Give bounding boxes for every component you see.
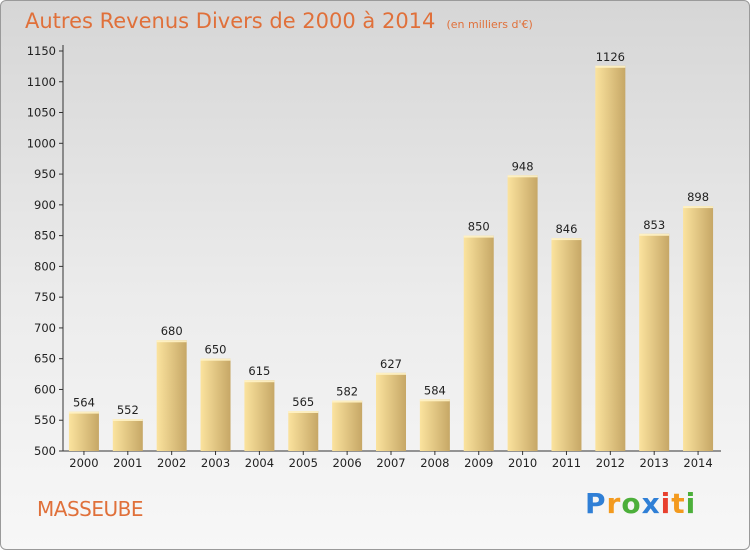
chart-subtitle: (en milliers d'€) bbox=[446, 18, 533, 31]
data-label: 846 bbox=[555, 222, 577, 236]
brand-letter: x bbox=[641, 487, 661, 520]
bar bbox=[112, 419, 143, 451]
brand-letter: i bbox=[660, 487, 672, 520]
location-label: MASSEUBE bbox=[37, 497, 143, 521]
x-tick-label: 2001 bbox=[113, 456, 142, 470]
bar-top-edge bbox=[595, 65, 626, 68]
x-tick-label: 2012 bbox=[596, 456, 625, 470]
brand-logo: Proxiti bbox=[585, 487, 696, 520]
bar bbox=[551, 238, 582, 451]
data-label: 627 bbox=[380, 357, 402, 371]
bar-top-edge bbox=[200, 358, 231, 361]
y-tick-label: 750 bbox=[34, 290, 56, 304]
data-label: 898 bbox=[687, 190, 709, 204]
bar-top-edge bbox=[332, 400, 363, 403]
x-tick-label: 2000 bbox=[69, 456, 98, 470]
y-tick-label: 800 bbox=[34, 259, 56, 273]
data-label: 564 bbox=[73, 396, 95, 410]
bar-top-edge bbox=[156, 340, 187, 343]
bar-top-edge bbox=[376, 372, 406, 375]
bar-top-edge bbox=[551, 238, 582, 241]
data-label: 565 bbox=[292, 395, 314, 409]
brand-letter: i bbox=[685, 487, 697, 520]
x-tick-label: 2008 bbox=[420, 456, 449, 470]
x-tick-label: 2003 bbox=[201, 456, 230, 470]
bar bbox=[683, 206, 714, 451]
data-label: 582 bbox=[336, 385, 358, 399]
data-label: 584 bbox=[424, 383, 446, 397]
y-tick-label: 650 bbox=[34, 352, 56, 366]
x-tick-label: 2006 bbox=[332, 456, 361, 470]
x-tick-label: 2014 bbox=[683, 456, 712, 470]
data-label: 1126 bbox=[596, 50, 625, 64]
bar-top-edge bbox=[288, 411, 319, 413]
bar bbox=[463, 235, 494, 451]
bar bbox=[419, 399, 450, 451]
y-tick-label: 1050 bbox=[27, 106, 56, 120]
bar-top-edge bbox=[419, 399, 450, 402]
y-tick-label: 1100 bbox=[27, 75, 56, 89]
data-label: 650 bbox=[205, 343, 227, 357]
bar-top-edge bbox=[639, 233, 670, 236]
bar-top-edge bbox=[507, 175, 538, 178]
bar-top-edge bbox=[112, 419, 143, 421]
data-label: 853 bbox=[643, 218, 665, 232]
data-label: 850 bbox=[468, 220, 490, 234]
data-label: 552 bbox=[117, 403, 139, 417]
y-tick-label: 600 bbox=[34, 382, 56, 396]
data-label: 948 bbox=[512, 159, 534, 173]
bar bbox=[507, 175, 538, 452]
x-tick-label: 2007 bbox=[376, 456, 405, 470]
bar bbox=[156, 340, 187, 451]
y-tick-label: 700 bbox=[34, 321, 56, 335]
x-tick-label: 2013 bbox=[640, 456, 669, 470]
x-tick-label: 2005 bbox=[289, 456, 318, 470]
chart-title: Autres Revenus Divers de 2000 à 2014 bbox=[25, 9, 436, 33]
bar-top-edge bbox=[68, 411, 99, 414]
bar bbox=[200, 358, 231, 451]
bar-top-edge bbox=[244, 380, 275, 383]
y-tick-label: 500 bbox=[34, 444, 56, 458]
brand-letter: o bbox=[621, 487, 642, 520]
bar bbox=[244, 380, 275, 451]
y-tick-label: 550 bbox=[34, 413, 56, 427]
brand-letter: r bbox=[606, 487, 622, 520]
bar bbox=[332, 400, 363, 451]
data-label: 680 bbox=[161, 324, 183, 338]
y-tick-label: 1150 bbox=[27, 44, 56, 58]
brand-letter: t bbox=[671, 487, 686, 520]
x-tick-label: 2004 bbox=[245, 456, 274, 470]
bar bbox=[68, 411, 99, 451]
data-label: 615 bbox=[248, 364, 270, 378]
x-tick-label: 2009 bbox=[464, 456, 493, 470]
y-tick-label: 850 bbox=[34, 229, 56, 243]
y-tick-label: 1000 bbox=[27, 136, 56, 150]
bar bbox=[376, 372, 406, 451]
x-tick-label: 2002 bbox=[157, 456, 186, 470]
y-tick-label: 900 bbox=[34, 198, 56, 212]
bar bbox=[595, 65, 626, 452]
title-row: Autres Revenus Divers de 2000 à 2014 (en… bbox=[25, 9, 533, 33]
bar bbox=[639, 233, 670, 451]
x-tick-label: 2011 bbox=[552, 456, 581, 470]
y-tick-label: 950 bbox=[34, 167, 56, 181]
x-tick-label: 2010 bbox=[508, 456, 537, 470]
bar-top-edge bbox=[683, 206, 714, 209]
bar-top-edge bbox=[463, 235, 494, 238]
brand-letter: P bbox=[585, 487, 607, 520]
bar bbox=[288, 411, 319, 451]
